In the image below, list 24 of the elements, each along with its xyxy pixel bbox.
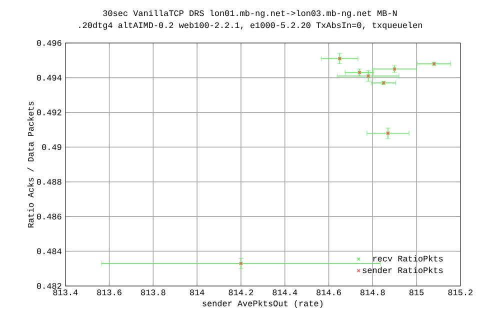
x-axis-title: sender AvePktsOut (rate) bbox=[202, 300, 322, 308]
x-tick-label: 813.4 bbox=[53, 290, 78, 296]
y-tick-label: 0.488 bbox=[36, 178, 62, 185]
y-tick-label: 0.484 bbox=[36, 248, 62, 254]
legend-label: recv RatioPkts bbox=[373, 255, 443, 262]
legend-label: sender RatioPkts bbox=[362, 266, 443, 274]
y-tick-label: 0.492 bbox=[36, 110, 62, 116]
y-tick-label: 0.49 bbox=[42, 144, 62, 150]
x-tick-label: 814.2 bbox=[228, 290, 254, 296]
x-tick-label: 815.2 bbox=[448, 290, 473, 296]
y-tick-label: 0.482 bbox=[36, 283, 62, 289]
x-tick-label: 814.6 bbox=[316, 290, 341, 296]
x-tick-label: 814.8 bbox=[360, 290, 385, 296]
chart-subtitle: .20dtg4 altAIMD-0.2 web100-2.2.1, e1000-5.2.20 TxAbsIn=0, txqueuelen bbox=[79, 22, 422, 30]
x-tick-label: 814 bbox=[190, 290, 204, 296]
y-axis-title: Ratio Acks / Data Packets bbox=[27, 102, 34, 228]
x-tick-label: 815 bbox=[409, 290, 424, 296]
chart-title: 30sec VanillaTCP DRS lon01.mb-ng.net->lon03.mb-ng.net MB-N bbox=[103, 10, 397, 18]
x-tick-label: 813.8 bbox=[141, 290, 166, 296]
y-tick-label: 0.494 bbox=[36, 74, 62, 81]
x-tick-label: 814.4 bbox=[272, 290, 298, 296]
y-tick-label: 0.486 bbox=[36, 214, 62, 220]
y-tick-label: 0.496 bbox=[36, 40, 62, 46]
x-tick-label: 813.6 bbox=[97, 290, 122, 296]
